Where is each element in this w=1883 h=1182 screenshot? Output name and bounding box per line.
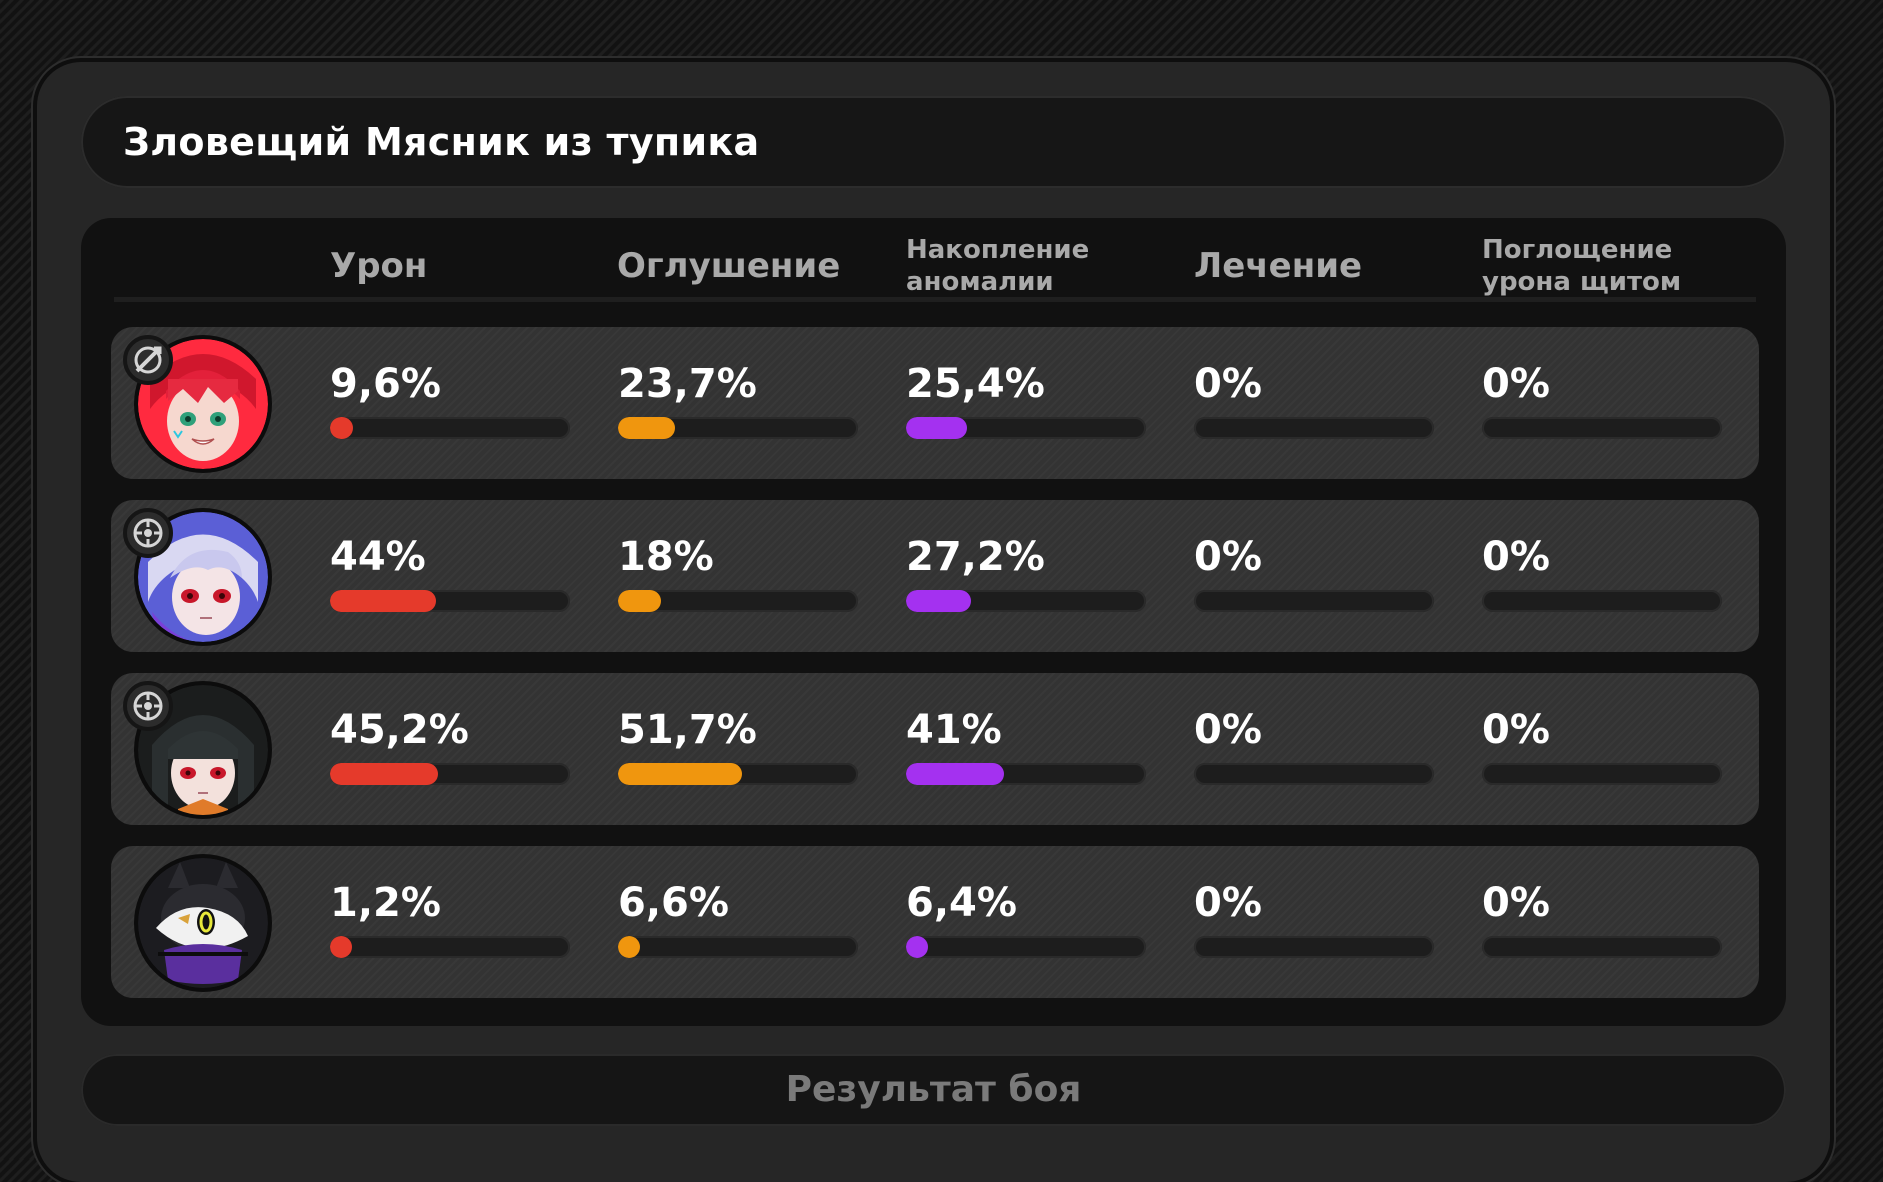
header-divider: [114, 297, 1756, 302]
anomaly-cell: 27,2%: [906, 500, 1146, 652]
damage-bar-fill: [330, 590, 436, 612]
stun-role-icon: [123, 508, 173, 558]
attack-role-icon: [123, 335, 173, 385]
damage-bar: [330, 417, 570, 439]
healing-cell: 0%: [1194, 500, 1434, 652]
anomaly-bar: [906, 763, 1146, 785]
healing-bar: [1194, 417, 1434, 439]
healing-cell: 0%: [1194, 846, 1434, 998]
stun-bar: [618, 936, 858, 958]
anomaly-bar: [906, 590, 1146, 612]
damage-bar: [330, 590, 570, 612]
damage-cell: 45,2%: [330, 673, 570, 825]
damage-value: 1,2%: [330, 880, 441, 926]
shield-bar: [1482, 417, 1722, 439]
anomaly-bar-fill: [906, 590, 972, 612]
stun-bar-fill: [618, 590, 662, 612]
bangboo-mascot-portrait: [138, 858, 268, 988]
shield-value: 0%: [1482, 361, 1550, 407]
stun-bar: [618, 417, 858, 439]
column-header-anomaly-label: Накопление аномалии: [906, 235, 1090, 297]
stun-value: 6,6%: [618, 880, 729, 926]
shield-bar: [1482, 590, 1722, 612]
anomaly-bar: [906, 417, 1146, 439]
shield-value: 0%: [1482, 534, 1550, 580]
damage-value: 45,2%: [330, 707, 469, 753]
damage-bar-fill: [330, 763, 439, 785]
dark-haired-girl-portrait: [138, 685, 268, 815]
anomaly-bar-fill: [906, 417, 967, 439]
anomaly-value: 6,4%: [906, 880, 1017, 926]
battle-result-label: Результат боя: [785, 1069, 1082, 1110]
stun-value: 51,7%: [618, 707, 757, 753]
column-header-healing: Лечение: [1194, 246, 1363, 286]
column-header-shield: Поглощение урона щитом: [1482, 234, 1681, 298]
anomaly-value: 25,4%: [906, 361, 1045, 407]
stun-bar-fill: [618, 936, 640, 958]
shield-value: 0%: [1482, 880, 1550, 926]
stun-cell: 51,7%: [618, 673, 858, 825]
healing-value: 0%: [1194, 880, 1262, 926]
damage-value: 44%: [330, 534, 426, 580]
anomaly-bar-fill: [906, 936, 928, 958]
stun-cell: 23,7%: [618, 327, 858, 479]
damage-bar-fill: [330, 417, 354, 439]
anomaly-value: 41%: [906, 707, 1002, 753]
damage-value: 9,6%: [330, 361, 441, 407]
damage-cell: 1,2%: [330, 846, 570, 998]
agent-row: 1,2% 6,6% 6,4% 0% 0%: [111, 846, 1759, 998]
stun-value: 18%: [618, 534, 714, 580]
stun-bar: [618, 590, 858, 612]
healing-value: 0%: [1194, 707, 1262, 753]
title-bar: Зловещий Мясник из тупика: [81, 96, 1786, 188]
column-header-anomaly: Накопление аномалии: [906, 234, 1089, 298]
anomaly-bar-fill: [906, 763, 1005, 785]
shield-bar: [1482, 763, 1722, 785]
agent-row: 9,6% 23,7% 25,4% 0% 0%: [111, 327, 1759, 479]
stun-bar-fill: [618, 417, 675, 439]
shield-cell: 0%: [1482, 327, 1722, 479]
anomaly-cell: 41%: [906, 673, 1146, 825]
column-header-shield-label: Поглощение урона щитом: [1482, 235, 1682, 297]
column-header-stun: Оглушение: [617, 246, 841, 286]
damage-bar: [330, 763, 570, 785]
shield-cell: 0%: [1482, 673, 1722, 825]
stun-role-icon: [123, 681, 173, 731]
stun-cell: 6,6%: [618, 846, 858, 998]
column-header-damage: Урон: [330, 246, 428, 286]
shield-cell: 0%: [1482, 846, 1722, 998]
anomaly-cell: 6,4%: [906, 846, 1146, 998]
stun-bar-fill: [618, 763, 743, 785]
page-title: Зловещий Мясник из тупика: [123, 120, 760, 164]
shield-value: 0%: [1482, 707, 1550, 753]
shield-bar: [1482, 936, 1722, 958]
anomaly-value: 27,2%: [906, 534, 1045, 580]
red-haired-girl-portrait: [138, 339, 268, 469]
healing-bar: [1194, 936, 1434, 958]
shield-cell: 0%: [1482, 500, 1722, 652]
damage-bar: [330, 936, 570, 958]
agent-row: 45,2% 51,7% 41% 0% 0%: [111, 673, 1759, 825]
anomaly-cell: 25,4%: [906, 327, 1146, 479]
stun-bar: [618, 763, 858, 785]
stun-value: 23,7%: [618, 361, 757, 407]
healing-value: 0%: [1194, 361, 1262, 407]
damage-cell: 44%: [330, 500, 570, 652]
anomaly-bar: [906, 936, 1146, 958]
healing-cell: 0%: [1194, 673, 1434, 825]
healing-cell: 0%: [1194, 327, 1434, 479]
healing-value: 0%: [1194, 534, 1262, 580]
damage-cell: 9,6%: [330, 327, 570, 479]
battle-result-button[interactable]: Результат боя: [81, 1054, 1786, 1126]
healing-bar: [1194, 590, 1434, 612]
damage-bar-fill: [330, 936, 352, 958]
stun-cell: 18%: [618, 500, 858, 652]
agent-row: 44% 18% 27,2% 0% 0%: [111, 500, 1759, 652]
healing-bar: [1194, 763, 1434, 785]
